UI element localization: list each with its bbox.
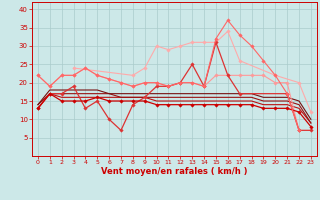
X-axis label: Vent moyen/en rafales ( km/h ): Vent moyen/en rafales ( km/h ) — [101, 167, 248, 176]
